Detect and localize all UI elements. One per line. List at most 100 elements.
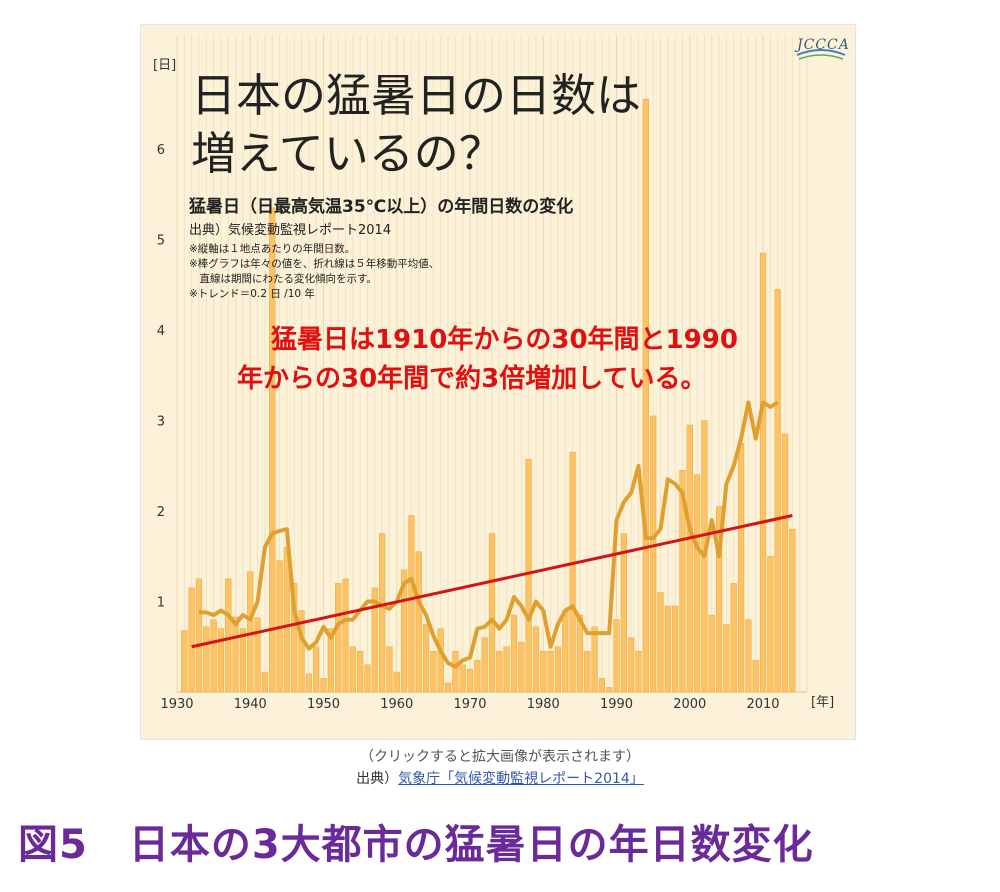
bar-1935 <box>210 619 217 693</box>
bar-1985 <box>576 614 584 693</box>
note-line: ※棒グラフは年々の値を、折れ線は５年移動平均値、 <box>189 258 440 270</box>
bar-2001 <box>694 474 701 693</box>
x-tick-label: 1960 <box>380 697 413 712</box>
chart-source: 出典）気候変動監視レポート2014 <box>189 223 392 238</box>
trend-line <box>191 514 793 649</box>
bar-1940 <box>247 571 254 693</box>
bar-1990 <box>613 619 620 693</box>
bar-1995 <box>650 415 657 693</box>
bar-1975 <box>503 646 510 693</box>
chart-title-line1: 日本の猛暑日の日数は <box>191 69 642 122</box>
note-line: 直線は期間にわたる変化傾向を示す。 <box>189 273 377 285</box>
y-tick-label: 3 <box>157 415 165 430</box>
bar-2011 <box>767 556 774 693</box>
bar-1969 <box>459 664 466 693</box>
note-line: ※トレンド＝0.2 日 /10 年 <box>189 288 315 300</box>
y-tick-label: 1 <box>157 596 165 611</box>
bar-1974 <box>496 651 503 693</box>
bar-1997 <box>664 605 671 693</box>
bar-1947 <box>298 610 305 693</box>
bar-1931 <box>181 630 188 693</box>
x-tick-labels: 1930 1940 1950 1960 1970 1980 1990 2000 2010 <box>160 697 779 712</box>
bar-1943 <box>269 207 276 693</box>
bar-1963 <box>415 551 422 693</box>
bar-1948 <box>305 673 312 693</box>
x-tick-label: 2010 <box>746 697 779 712</box>
bar-1958 <box>379 533 386 693</box>
bar-1961 <box>400 569 408 693</box>
y-tick-labels: 1 2 3 4 5 6 <box>157 143 165 611</box>
bar-1953 <box>342 578 349 693</box>
bar-2006 <box>730 583 737 693</box>
bar-1971 <box>474 660 481 693</box>
bar-1981 <box>547 651 554 693</box>
bar-1964 <box>422 623 430 693</box>
bar-1967 <box>444 682 452 693</box>
bar-1942 <box>261 671 269 693</box>
x-axis-label: [年] <box>811 695 834 710</box>
annotation-line2: 年からの30年間で約3倍増加している。 <box>237 364 707 394</box>
bar-1954 <box>349 646 356 693</box>
bar-1938 <box>232 616 239 693</box>
bar-1950 <box>320 678 327 693</box>
bar-2012 <box>774 289 781 693</box>
y-tick-label: 2 <box>157 505 165 520</box>
note-line: ※縦軸は１地点あたりの年間日数。 <box>189 243 356 255</box>
logo-graphic <box>796 49 846 60</box>
y-tick-label: 5 <box>157 234 165 249</box>
x-tick-label: 1980 <box>527 697 560 712</box>
source-link[interactable]: 気象庁「気候変動監視レポート2014」 <box>398 771 644 787</box>
y-tick-label: 4 <box>157 324 165 339</box>
bar-1992 <box>628 637 635 693</box>
bar-1973 <box>488 533 496 693</box>
bar-1982 <box>554 646 562 693</box>
bar-1946 <box>291 583 298 693</box>
bar-1933 <box>195 578 203 693</box>
y-tick-label: 6 <box>157 143 165 158</box>
bar-2014 <box>789 528 796 693</box>
bar-1962 <box>408 515 415 693</box>
bar-1959 <box>386 646 393 693</box>
x-tick-label: 1940 <box>234 697 267 712</box>
bar-1983 <box>562 610 569 693</box>
bar-2013 <box>781 433 789 693</box>
chart-svg: 1 2 3 4 5 6 1930 1940 1950 1960 1970 1980 1990 2000 2… <box>153 35 834 712</box>
bar-2008 <box>745 619 752 693</box>
bar-1988 <box>598 678 605 693</box>
bar-1956 <box>364 664 371 693</box>
bar-1991 <box>620 533 627 693</box>
bar-1978 <box>525 459 532 693</box>
bar-1986 <box>584 651 591 693</box>
chart-title-line2: 増えているの？ <box>191 127 504 180</box>
bar-1993 <box>635 651 642 693</box>
bar-1941 <box>254 617 261 693</box>
chart-subtitle: 猛暑日（日最高気温35℃以上）の年間日数の変化 <box>189 197 574 217</box>
bar-2004 <box>715 506 723 693</box>
bar-1979 <box>532 626 540 693</box>
bar-1955 <box>357 651 364 693</box>
figure-title: 図5 日本の3大都市の猛暑日の年日数変化 <box>18 822 814 868</box>
bar-1994 <box>642 98 649 693</box>
bar-1951 <box>327 628 334 693</box>
logo-text: JCCCA <box>797 37 850 53</box>
bar-1977 <box>518 641 525 693</box>
bar-1932 <box>188 587 195 693</box>
chart-panel: 1 2 3 4 5 6 1930 1940 1950 1960 1970 1980 1990 2000 2… <box>140 24 856 740</box>
bar-1998 <box>672 605 679 693</box>
x-tick-label: 1990 <box>600 697 633 712</box>
source-prefix: 出典） <box>356 771 399 787</box>
bar-1937 <box>225 578 232 693</box>
jccca-logo: JCCCA <box>793 35 849 67</box>
bar-1966 <box>437 628 444 693</box>
bar-1987 <box>591 626 598 693</box>
bar-1960 <box>393 671 400 693</box>
bar-1952 <box>335 583 342 693</box>
bar-2005 <box>723 623 730 693</box>
click-to-enlarge-caption[interactable]: （クリックすると拡大画像が表示されます） <box>360 749 640 765</box>
bar-1970 <box>466 669 474 693</box>
bar-1976 <box>510 614 518 693</box>
bar-1949 <box>313 646 320 693</box>
bar-1939 <box>239 628 247 693</box>
bar-1936 <box>217 628 225 693</box>
grid-lines <box>176 35 808 693</box>
